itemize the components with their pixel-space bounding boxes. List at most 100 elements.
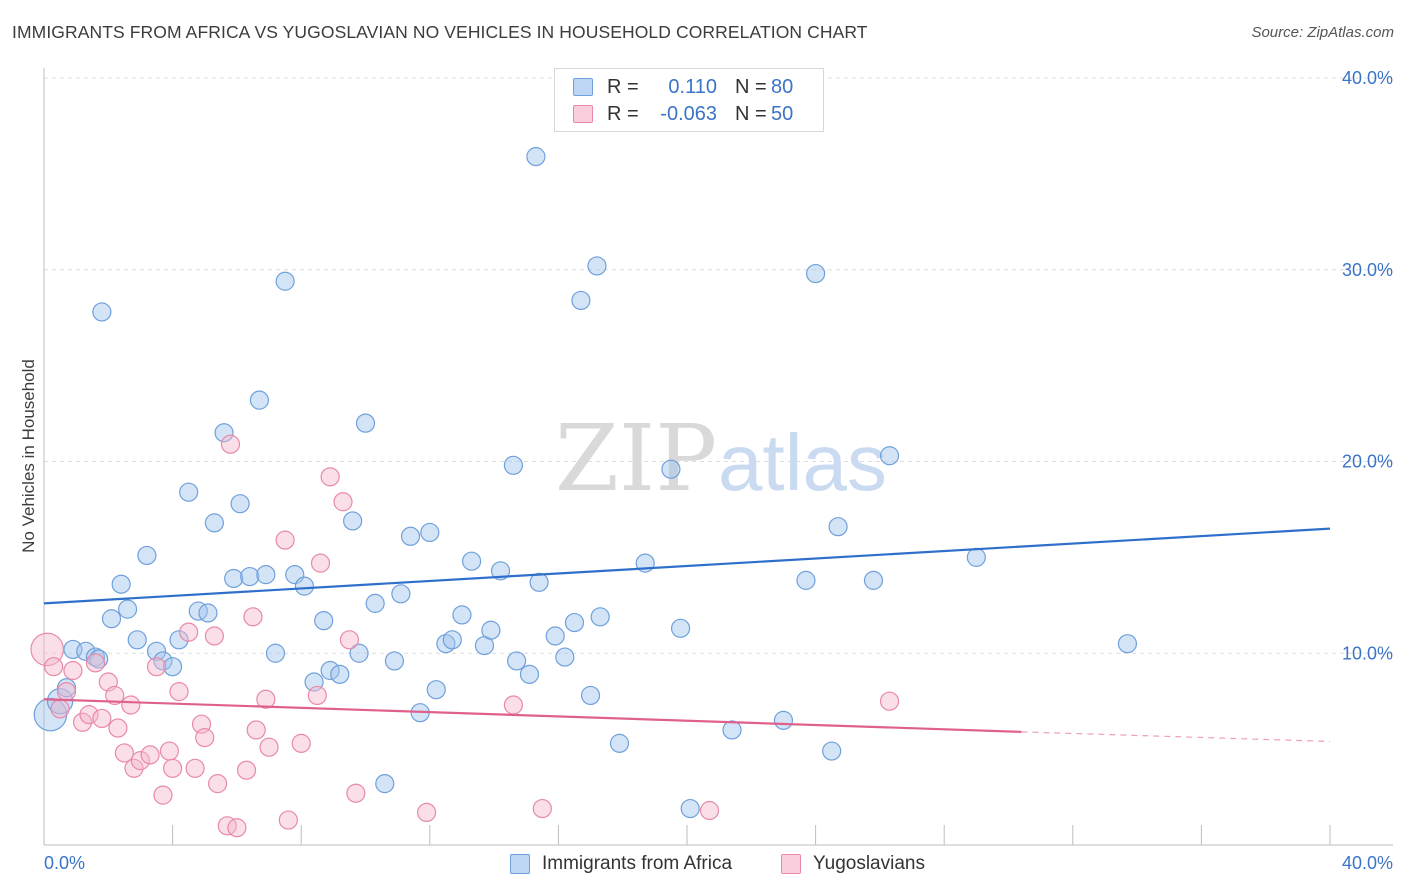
africa-point [526, 147, 546, 167]
africa-point [590, 607, 610, 627]
africa-point [400, 526, 421, 546]
africa-point [163, 657, 183, 677]
africa-point [670, 618, 691, 638]
y-tick-label: 30.0% [1342, 260, 1393, 280]
africa-point [481, 620, 501, 640]
africa-point [230, 494, 250, 514]
yugoslavian-point [153, 785, 173, 805]
legend-swatch-blue [510, 854, 530, 874]
legend-row-yugoslavians: R = -0.063 N = 50 [573, 101, 793, 127]
africa-point [571, 290, 591, 311]
africa-point [519, 664, 540, 684]
legend-label-africa: Immigrants from Africa [542, 853, 733, 874]
yugoslavian-point [140, 745, 160, 765]
africa-point [117, 599, 138, 619]
africa-point [420, 522, 440, 543]
yugoslavian-point [256, 689, 276, 709]
yugoslavian-point [130, 751, 151, 771]
africa-point [214, 423, 234, 443]
gridlines [44, 77, 1393, 654]
africa-point [169, 630, 189, 650]
yugoslavian-point [159, 741, 179, 761]
yugoslavian-point [879, 691, 900, 711]
legend-n-value: 80 [771, 75, 794, 98]
africa-point [314, 611, 334, 631]
africa-point [773, 710, 794, 730]
africa-point [452, 605, 472, 625]
africa-point [204, 513, 224, 533]
yugoslavian-point [108, 718, 128, 738]
y-tick-label: 40.0% [1342, 68, 1393, 88]
africa-point [198, 603, 218, 623]
legend-n-value: 50 [771, 102, 794, 125]
legend-r-value: -0.063 [660, 102, 717, 125]
africa-point [529, 572, 549, 592]
africa-point [461, 551, 482, 571]
yugoslavian-point [114, 743, 134, 763]
y-axis-label: No Vehicles in Household [19, 359, 38, 553]
africa-point [805, 263, 826, 284]
yugoslavian-point [56, 681, 77, 702]
africa-point [85, 647, 106, 667]
watermark-zip: ZIP [555, 405, 717, 512]
legend-swatch-pink [573, 105, 593, 123]
yugoslavian-point [243, 607, 263, 627]
yugoslavian-point [236, 760, 257, 780]
y-tick-label: 10.0% [1342, 643, 1393, 663]
africa-point [375, 774, 395, 794]
yugoslavian-point [85, 653, 106, 673]
chart-title: IMMIGRANTS FROM AFRICA VS YUGOSLAVIAN NO… [12, 22, 868, 42]
yugoslavian-point [185, 758, 205, 778]
yugoslavian-point [72, 712, 93, 732]
yugoslavian-point [291, 733, 311, 753]
yugoslavian-point [333, 492, 353, 512]
yugoslavian-point [163, 758, 183, 778]
watermark-atlas: atlas [718, 418, 887, 507]
africa-point [188, 601, 208, 621]
watermark: ZIP atlas [555, 405, 887, 512]
x-tick-label-min: 0.0% [44, 853, 85, 873]
africa-point [680, 798, 700, 819]
yugoslavian-point [339, 630, 360, 650]
legend-r-label: R = [607, 102, 639, 125]
bottom-legend-africa: Immigrants from Africa [510, 852, 732, 876]
legend-r-value: 0.110 [668, 75, 717, 98]
trend-lines [43, 527, 1331, 743]
yugoslavian-point [699, 800, 720, 821]
africa-point [796, 570, 816, 590]
yugoslavian-point [169, 681, 189, 702]
africa-point [294, 576, 315, 596]
yugoslavian-point [63, 660, 83, 681]
correlation-legend: R = 0.110 N = 80 R = -0.063 N = 50 [554, 68, 824, 132]
legend-n-label: N = [735, 102, 767, 125]
source-credit: Source: ZipAtlas.com [1251, 24, 1394, 41]
yugoslavian-point [44, 657, 64, 677]
africa-point [146, 641, 167, 661]
bottom-legend-yugoslavians: Yugoslavians [781, 852, 925, 876]
yugoslavian-point [320, 467, 340, 487]
africa-point [249, 390, 270, 410]
africa-point [507, 651, 527, 671]
africa-point [545, 626, 565, 646]
yugoslavian-point [124, 758, 144, 778]
africa-point [320, 660, 340, 681]
africa-point [256, 565, 276, 585]
yugoslavian-point [50, 699, 70, 719]
africa-point [609, 733, 630, 753]
africa-point [111, 574, 131, 594]
yugoslavian-point [503, 695, 523, 715]
yugoslavian-point [92, 708, 112, 729]
yugoslavian-point [121, 695, 141, 715]
africa-point [224, 568, 244, 589]
africa-point [580, 685, 601, 706]
africa-point [722, 720, 742, 740]
africa-point [391, 584, 411, 604]
yugoslavian-point [208, 774, 228, 794]
africa-point [137, 545, 157, 566]
africa-point [966, 547, 986, 567]
africa-point [426, 680, 446, 700]
legend-swatch-pink [781, 854, 801, 874]
africa-point [587, 256, 607, 276]
yugoslavian-point [532, 798, 552, 819]
yugoslavian-point [307, 685, 327, 706]
